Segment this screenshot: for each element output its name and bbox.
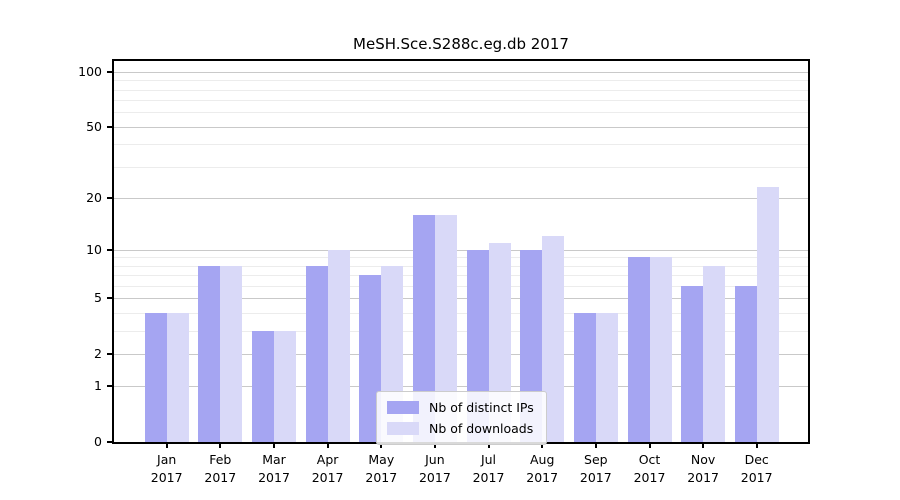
bar-downloads-feb bbox=[220, 265, 243, 442]
gridline-minor-30 bbox=[114, 166, 808, 168]
gridline-major-2 bbox=[114, 353, 808, 355]
y-axis-tick-2 bbox=[107, 352, 114, 355]
y-axis-label-20: 20 bbox=[86, 190, 102, 206]
x-axis-label-oct: Oct 2017 bbox=[633, 452, 666, 485]
x-axis-label-feb: Feb 2017 bbox=[204, 452, 237, 485]
gridline-minor-3 bbox=[114, 330, 808, 332]
x-axis-tick-nov bbox=[702, 442, 705, 448]
x-axis-label-nov: Nov 2017 bbox=[687, 452, 719, 485]
bar-downloads-jun bbox=[434, 214, 457, 442]
y-axis-label-0: 0 bbox=[94, 434, 102, 450]
x-axis-tick-feb bbox=[219, 442, 222, 448]
x-axis-tick-may bbox=[380, 442, 383, 448]
gridline-minor-8 bbox=[114, 265, 808, 267]
bar-distinct-ips-dec bbox=[734, 286, 757, 442]
y-axis-tick-50 bbox=[107, 125, 114, 128]
legend-label-distinct-ips: Nb of distinct IPs bbox=[429, 400, 534, 415]
bar-distinct-ips-sep bbox=[573, 313, 596, 442]
x-axis-label-may: May 2017 bbox=[365, 452, 398, 485]
bar-distinct-ips-nov bbox=[681, 286, 704, 442]
y-axis-tick-10 bbox=[107, 248, 114, 251]
x-axis-tick-apr bbox=[326, 442, 329, 448]
y-axis-tick-20 bbox=[107, 196, 114, 199]
x-axis-label-jan: Jan 2017 bbox=[150, 452, 183, 485]
x-axis-tick-oct bbox=[648, 442, 651, 448]
bar-downloads-sep bbox=[595, 313, 618, 442]
bar-distinct-ips-feb bbox=[198, 265, 221, 442]
gridline-major-5 bbox=[114, 298, 808, 300]
bar-downloads-nov bbox=[703, 265, 726, 442]
bar-distinct-ips-oct bbox=[627, 257, 650, 442]
x-axis-label-jun: Jun 2017 bbox=[418, 452, 451, 485]
bar-distinct-ips-may bbox=[359, 275, 382, 442]
x-axis-label-mar: Mar 2017 bbox=[258, 452, 290, 485]
gridline-minor-40 bbox=[114, 144, 808, 146]
gridline-minor-7 bbox=[114, 275, 808, 277]
legend-item-distinct-ips: Nb of distinct IPs bbox=[387, 400, 534, 415]
y-axis-tick-5 bbox=[107, 297, 114, 300]
legend-swatch-downloads bbox=[387, 422, 419, 435]
x-axis-tick-sep bbox=[594, 442, 597, 448]
gridline-minor-70 bbox=[114, 100, 808, 102]
bar-downloads-dec bbox=[756, 187, 779, 442]
y-axis-label-10: 10 bbox=[86, 241, 102, 257]
gridline-minor-90 bbox=[114, 80, 808, 82]
chart-title: MeSH.Sce.S288c.eg.db 2017 bbox=[353, 35, 569, 53]
x-axis-label-dec: Dec 2017 bbox=[740, 452, 773, 485]
bar-distinct-ips-jan bbox=[144, 313, 167, 442]
y-axis-label-1: 1 bbox=[94, 378, 102, 394]
gridline-minor-9 bbox=[114, 257, 808, 259]
gridline-major-50 bbox=[114, 126, 808, 128]
bar-distinct-ips-apr bbox=[305, 265, 328, 442]
legend-label-downloads: Nb of downloads bbox=[429, 421, 534, 436]
x-axis-tick-jul bbox=[487, 442, 490, 448]
y-axis-label-2: 2 bbox=[94, 346, 102, 362]
bar-downloads-jan bbox=[166, 313, 189, 442]
bars-layer bbox=[114, 61, 808, 442]
bar-downloads-apr bbox=[327, 249, 350, 442]
x-axis-tick-jun bbox=[433, 442, 436, 448]
bar-distinct-ips-mar bbox=[252, 330, 274, 442]
gridline-major-10 bbox=[114, 249, 808, 251]
bar-downloads-oct bbox=[649, 257, 672, 442]
legend-swatch-distinct-ips bbox=[387, 401, 419, 414]
x-axis-label-jul: Jul 2017 bbox=[472, 452, 505, 485]
legend-item-downloads: Nb of downloads bbox=[387, 421, 534, 436]
y-axis-label-5: 5 bbox=[94, 290, 102, 306]
bar-distinct-ips-jun bbox=[412, 214, 435, 442]
gridline-major-1 bbox=[114, 386, 808, 388]
y-axis-label-50: 50 bbox=[86, 118, 102, 134]
y-axis-tick-1 bbox=[107, 385, 114, 388]
y-axis-label-100: 100 bbox=[78, 64, 102, 80]
legend: Nb of distinct IPs Nb of downloads bbox=[376, 391, 547, 445]
gridline-major-20 bbox=[114, 197, 808, 199]
gridline-minor-60 bbox=[114, 112, 808, 114]
x-axis-tick-aug bbox=[541, 442, 544, 448]
x-axis-tick-mar bbox=[273, 442, 275, 448]
gridline-minor-6 bbox=[114, 286, 808, 287]
gridline-major-100 bbox=[114, 72, 808, 73]
y-axis-tick-100 bbox=[107, 71, 114, 73]
x-axis-tick-dec bbox=[755, 442, 758, 448]
x-axis-label-apr: Apr 2017 bbox=[311, 452, 344, 485]
gridline-minor-4 bbox=[114, 313, 808, 314]
bar-downloads-aug bbox=[542, 236, 565, 442]
gridline-minor-80 bbox=[114, 89, 808, 91]
x-axis-label-aug: Aug 2017 bbox=[526, 452, 559, 485]
grid-layer bbox=[114, 61, 808, 442]
x-axis-tick-jan bbox=[165, 442, 168, 448]
x-axis-label-sep: Sep 2017 bbox=[579, 452, 612, 485]
bar-downloads-mar bbox=[274, 330, 296, 442]
y-axis-tick-0 bbox=[107, 441, 114, 443]
plot-area: Nb of distinct IPs Nb of downloads 0 1 2 5 1… bbox=[78, 59, 810, 485]
